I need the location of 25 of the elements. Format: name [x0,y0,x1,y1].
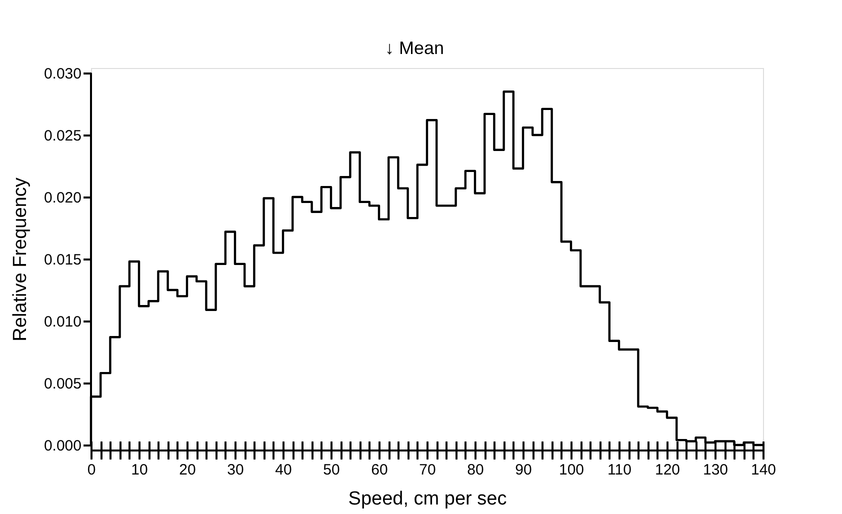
y-tick-label: 0.010 [44,314,82,330]
x-tick-label: 120 [654,462,680,478]
y-tick-label: 0.015 [44,252,82,268]
x-tick-label: 100 [558,462,584,478]
x-tick-label: 10 [131,462,148,478]
y-axis-title: Relative Frequency [10,177,31,342]
x-tick-label: 50 [323,462,340,478]
x-tick-label: 40 [275,462,292,478]
x-tick-label: 80 [467,462,484,478]
y-tick-label: 0.030 [44,66,82,82]
y-tick-label: 0.005 [44,376,82,392]
x-tick-label: 140 [750,462,776,478]
y-tick-label: 0.025 [44,128,82,144]
x-tick-label: 70 [419,462,436,478]
x-tick-label: 30 [227,462,244,478]
y-tick-label: 0.020 [44,190,82,206]
x-axis-title: Speed, cm per sec [348,488,507,510]
x-tick-label: 90 [515,462,532,478]
x-tick-label: 130 [702,462,728,478]
x-tick-label: 60 [371,462,388,478]
text: ↓ Mean [385,38,444,58]
x-tick-label: 20 [179,462,196,478]
y-tick-label: 0.000 [44,438,82,454]
x-tick-label: 110 [608,462,632,478]
x-tick-label: 0 [87,462,96,478]
